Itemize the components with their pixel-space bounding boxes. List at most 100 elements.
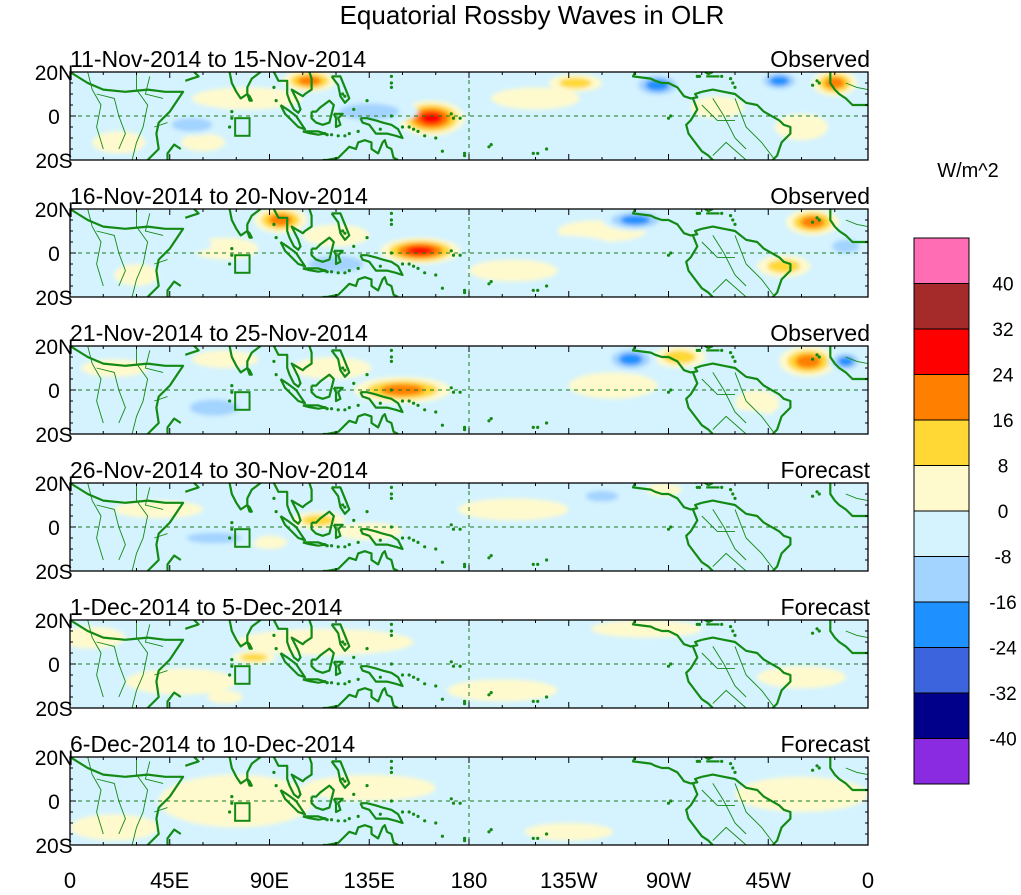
island-41 [695,622,699,627]
island-39 [666,253,671,257]
island-4 [272,85,276,89]
island-30 [389,485,394,489]
island-24 [341,366,345,370]
island-40 [669,662,673,666]
anomaly-2-level-3 [268,214,293,226]
island-9 [336,134,340,138]
anomaly-6-level-1 [180,133,226,152]
island-11 [347,406,351,410]
island-11 [347,132,351,136]
island-34 [487,556,491,560]
anomaly-9-level-2 [189,399,239,416]
anomaly-5-level-1 [92,131,146,154]
colorbar-swatch [913,738,970,785]
island-5 [274,99,278,103]
coastline-6 [272,72,313,114]
island-13 [378,538,382,542]
island-33 [458,116,462,120]
island-33 [458,801,462,805]
island-28 [389,633,394,638]
island-15 [400,399,405,403]
colorbar-label: -40 [989,730,1016,751]
x-tick-label: 0 [862,868,874,890]
island-36 [531,151,535,155]
island-49 [810,631,815,635]
coastline-14 [631,72,703,100]
coastline-2 [166,554,182,571]
island-47 [817,766,821,770]
island-17 [411,264,416,268]
coastline-7 [279,515,307,542]
coastline-2 [166,691,182,708]
anomaly-4-level-1 [735,776,868,813]
island-48 [815,764,819,768]
border-5 [154,396,168,402]
border-3 [87,620,104,698]
island-49 [810,768,815,772]
island-48 [815,216,819,220]
island-13 [378,264,382,268]
island-4 [272,633,276,638]
island-22 [462,428,467,432]
border-5 [154,533,168,539]
island-35 [489,417,493,421]
coastline-13 [322,824,399,845]
anomaly-2-level-3 [297,75,322,86]
anomaly-7-level-1 [70,626,126,649]
border-5 [154,807,168,813]
anomaly-field [70,72,868,160]
y-tick-label: 20N [35,747,74,770]
coastline-19 [829,209,868,244]
anomaly-15-level-1 [265,127,363,149]
island-39 [666,664,671,668]
border-3 [87,209,104,287]
island-31 [449,112,453,116]
island-2 [230,390,234,394]
island-13 [378,127,382,131]
island-31 [449,797,453,801]
anomaly-16-level-1 [546,116,680,143]
anomaly-10-level-1 [690,496,758,514]
island-8 [329,544,334,548]
island-46 [728,625,733,629]
anomaly-1-level-4 [419,112,443,125]
colorbar-units-label: W/m^2 [937,160,999,182]
island-14 [389,388,394,392]
coastline-5 [246,93,253,102]
island-43 [720,759,724,764]
anomaly-11-level-2 [339,103,400,120]
coastline-5 [246,230,253,239]
island-1 [228,673,232,677]
index-region-box [234,802,251,822]
island-13 [378,675,382,679]
coastline-9 [310,99,335,126]
coastline-14 [631,209,703,237]
island-21 [440,149,444,153]
anomaly-5-level-1 [114,264,159,286]
panel-date-range: 1-Dec-2014 to 5-Dec-2014 [70,594,343,620]
anomaly-11-level-1 [774,487,829,506]
island-27 [365,99,369,103]
coastline-11 [330,760,351,789]
island-34 [487,830,491,834]
border-7 [734,372,776,434]
coastline-9 [310,647,335,674]
island-43 [720,622,724,627]
island-32 [451,253,456,257]
border-8 [701,515,735,532]
border-9 [712,689,747,708]
border-10 [845,82,868,91]
x-axis: 0 45E 90E 135E 180 135W 90W 45W 0 [64,868,874,893]
island-26 [352,244,356,248]
border-1 [131,72,149,160]
island-10 [343,545,347,549]
panel-date-range: 6-Dec-2014 to 10-Dec-2014 [70,731,355,757]
island-43 [720,211,724,215]
island-45 [731,81,735,85]
coastline-7 [279,241,307,268]
island-40 [669,388,673,392]
border-1 [131,620,149,708]
island-14 [389,114,394,118]
coastline-11 [330,75,351,104]
island-25 [343,779,347,783]
